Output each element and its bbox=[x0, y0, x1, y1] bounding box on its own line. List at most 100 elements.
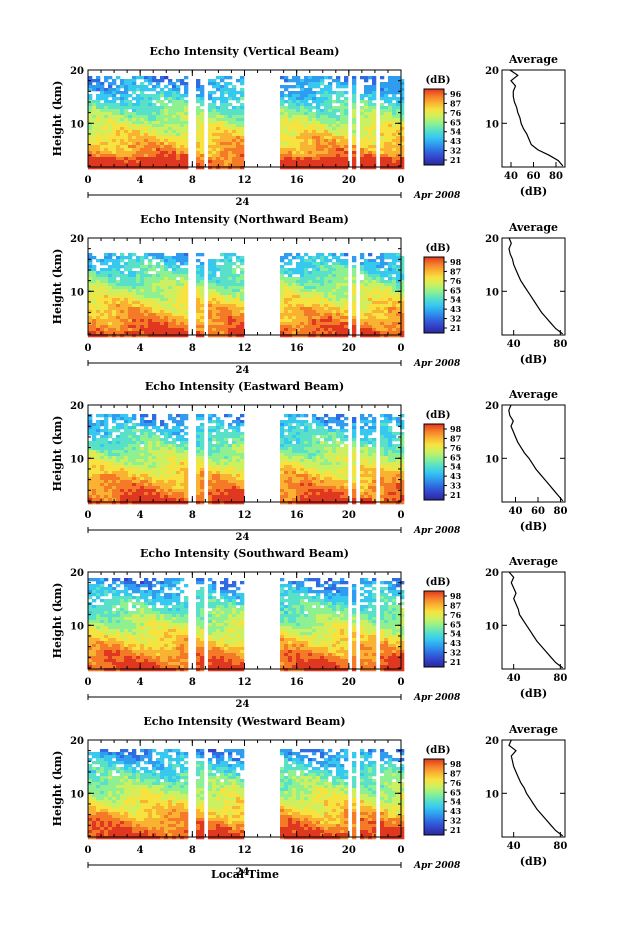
heatmap-cell bbox=[336, 115, 341, 119]
heatmap-cell bbox=[120, 289, 125, 293]
heatmap-cell bbox=[124, 325, 129, 329]
heatmap-cell bbox=[304, 160, 309, 164]
heatmap-cell bbox=[224, 441, 229, 445]
heatmap-cell bbox=[296, 82, 301, 86]
heatmap-cell bbox=[176, 163, 181, 167]
heatmap-cell bbox=[168, 139, 173, 143]
heatmap-cell bbox=[312, 163, 317, 167]
heatmap-cell bbox=[288, 115, 293, 119]
heatmap-cell bbox=[132, 450, 137, 454]
heatmap-cell bbox=[220, 286, 225, 290]
heatmap-cell bbox=[320, 301, 325, 305]
heatmap-cell bbox=[380, 253, 385, 257]
heatmap-cell bbox=[224, 256, 229, 260]
heatmap-cell bbox=[304, 283, 309, 287]
heatmap-cell bbox=[400, 103, 405, 107]
heatmap-cell bbox=[104, 423, 109, 427]
heatmap-cell bbox=[300, 103, 305, 107]
heatmap-cell bbox=[216, 283, 221, 287]
heatmap-cell bbox=[232, 477, 237, 481]
heatmap-cell bbox=[116, 85, 121, 89]
heatmap-cell bbox=[232, 426, 237, 430]
heatmap-cell bbox=[92, 142, 97, 146]
heatmap-cell bbox=[88, 495, 93, 499]
heatmap-cell bbox=[168, 121, 173, 125]
heatmap-cell bbox=[136, 328, 141, 332]
heatmap-cell bbox=[112, 298, 117, 302]
heatmap-cell bbox=[96, 127, 101, 131]
heatmap-cell bbox=[360, 133, 365, 137]
heatmap-cell bbox=[400, 157, 405, 161]
heatmap-cell bbox=[236, 142, 241, 146]
heatmap-cell bbox=[140, 480, 145, 484]
heatmap-cell bbox=[316, 130, 321, 134]
heatmap-cell bbox=[304, 322, 309, 326]
heatmap-cell bbox=[300, 94, 305, 98]
heatmap-cell bbox=[388, 274, 393, 278]
heatmap-cell bbox=[292, 160, 297, 164]
heatmap-cell bbox=[152, 127, 157, 131]
heatmap-cell bbox=[200, 492, 205, 496]
heatmap-cell bbox=[128, 477, 133, 481]
heatmap-cell bbox=[312, 334, 317, 338]
heatmap-cell bbox=[196, 268, 201, 272]
heatmap-cell bbox=[100, 459, 105, 463]
heatmap-cell bbox=[208, 292, 213, 296]
heatmap-cell bbox=[124, 283, 129, 287]
heatmap-cell bbox=[332, 79, 337, 83]
heatmap-cell bbox=[384, 106, 389, 110]
heatmap-cell bbox=[328, 121, 333, 125]
heatmap-cell bbox=[168, 271, 173, 275]
heatmap-cell bbox=[360, 100, 365, 104]
heatmap-cell bbox=[108, 319, 113, 323]
heatmap-cell bbox=[144, 109, 149, 113]
heatmap-cell bbox=[236, 265, 241, 269]
heatmap-cell bbox=[172, 426, 177, 430]
heatmap-cell bbox=[296, 447, 301, 451]
heatmap-cell bbox=[368, 283, 373, 287]
heatmap-cell bbox=[328, 139, 333, 143]
heatmap-cell bbox=[304, 480, 309, 484]
heatmap-cell bbox=[164, 501, 169, 505]
heatmap-cell bbox=[124, 322, 129, 326]
heatmap-cell bbox=[120, 91, 125, 95]
heatmap-cell bbox=[120, 441, 125, 445]
heatmap-cell bbox=[220, 423, 225, 427]
heatmap-cell bbox=[332, 100, 337, 104]
heatmap-cell bbox=[328, 82, 333, 86]
heatmap-cell bbox=[88, 166, 93, 170]
heatmap-cell bbox=[176, 486, 181, 490]
heatmap-cell bbox=[140, 265, 145, 269]
heatmap-cell bbox=[144, 100, 149, 104]
heatmap-cell bbox=[360, 334, 365, 338]
heatmap-cell bbox=[104, 277, 109, 281]
heatmap-cell bbox=[388, 154, 393, 158]
heatmap-cell bbox=[308, 301, 313, 305]
heatmap-cell bbox=[200, 444, 205, 448]
heatmap-cell bbox=[324, 91, 329, 95]
heatmap-cell bbox=[396, 166, 401, 170]
heatmap-cell bbox=[304, 274, 309, 278]
heatmap-cell bbox=[308, 438, 313, 442]
heatmap-cell bbox=[160, 328, 165, 332]
heatmap-cell bbox=[220, 298, 225, 302]
heatmap-cell bbox=[172, 88, 177, 92]
heatmap-cell bbox=[164, 441, 169, 445]
heatmap-cell bbox=[240, 322, 245, 326]
heatmap-cell bbox=[320, 253, 325, 257]
heatmap-cell bbox=[220, 319, 225, 323]
heatmap-cell bbox=[364, 118, 369, 122]
heatmap-cell bbox=[316, 82, 321, 86]
heatmap-cell bbox=[368, 76, 373, 80]
heatmap-cell bbox=[300, 259, 305, 263]
heatmap-cell bbox=[92, 154, 97, 158]
heatmap-cell bbox=[324, 154, 329, 158]
heatmap-cell bbox=[288, 301, 293, 305]
heatmap-cell bbox=[336, 157, 341, 161]
heatmap-cell bbox=[396, 163, 401, 167]
heatmap-cell bbox=[224, 462, 229, 466]
heatmap-cell bbox=[124, 121, 129, 125]
heatmap-cell bbox=[292, 334, 297, 338]
heatmap-cell bbox=[92, 127, 97, 131]
heatmap-cell bbox=[240, 139, 245, 143]
